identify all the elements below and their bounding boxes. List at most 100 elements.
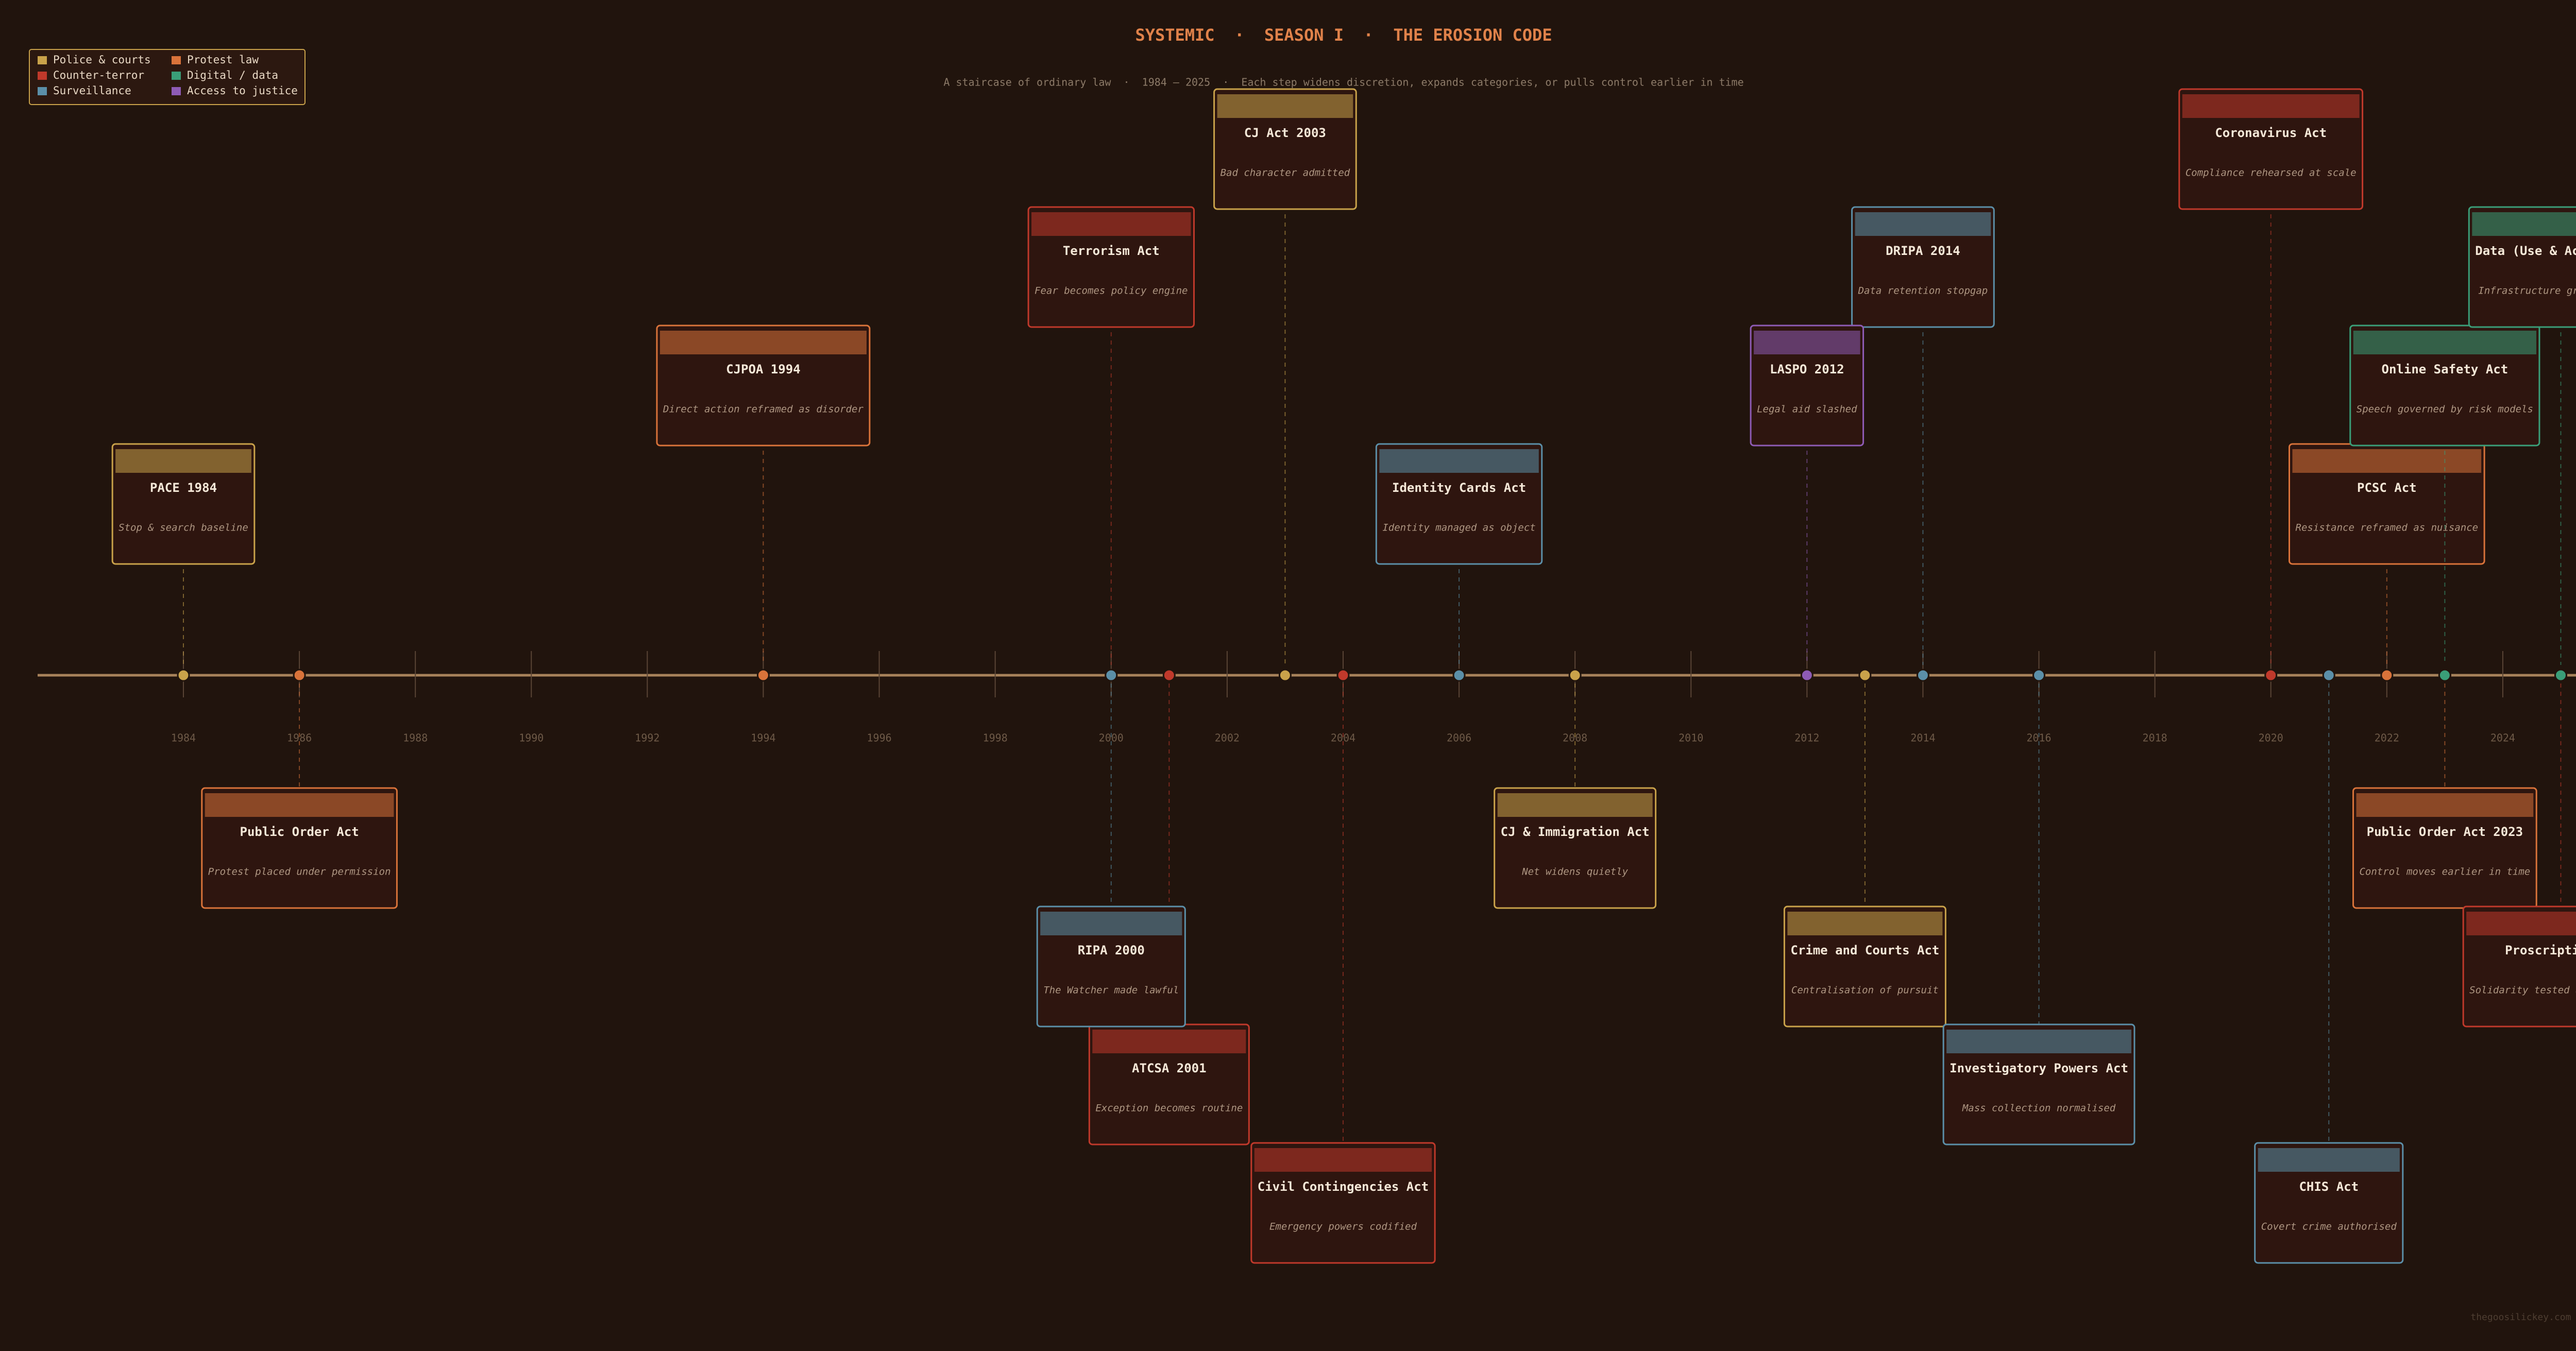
card-title: CJ Act 2003 — [1244, 126, 1326, 140]
card-title: Data (Use & Access) Act — [2475, 244, 2576, 258]
card-subtitle: Fear becomes policy engine — [1035, 285, 1188, 297]
card-title: ATCSA 2001 — [1132, 1061, 1207, 1075]
subtitle: A staircase of ordinary law · 1984 — 202… — [943, 76, 1743, 89]
event-card — [1213, 88, 1357, 210]
event-dot — [2380, 669, 2394, 682]
card-title: Civil Contingencies Act — [1258, 1179, 1429, 1194]
legend-swatch — [38, 56, 47, 64]
card-header — [2356, 793, 2534, 817]
event-dot — [1916, 669, 1929, 682]
card-title: PACE 1984 — [150, 481, 217, 495]
event-card — [2349, 324, 2540, 447]
event-dot — [1800, 669, 1814, 682]
card-subtitle: Identity managed as object — [1382, 522, 1535, 534]
event-card — [1027, 206, 1195, 328]
event-card — [1942, 1023, 2136, 1145]
event-card — [2468, 206, 2576, 328]
card-header — [660, 331, 867, 354]
card-header — [2472, 212, 2576, 236]
event-dot — [1336, 669, 1350, 682]
tick-label: 2010 — [1679, 732, 1703, 744]
event-card — [201, 787, 398, 909]
event-card — [1036, 905, 1186, 1028]
card-header — [1217, 94, 1353, 118]
card-title: Coronavirus Act — [2215, 126, 2327, 140]
card-header — [1497, 793, 1653, 817]
tick-label: 1988 — [403, 732, 428, 744]
tick-label: 1984 — [171, 732, 196, 744]
card-header — [1092, 1030, 1246, 1053]
card-subtitle: Exception becomes routine — [1095, 1103, 1243, 1114]
card-title: Public Order Act — [240, 825, 359, 839]
event-dot — [2554, 669, 2567, 682]
event-card — [2462, 905, 2576, 1028]
card-subtitle: Speech governed by risk models — [2357, 404, 2533, 415]
card-header — [205, 793, 394, 817]
card-subtitle: Direct action reframed as disorder — [663, 404, 863, 415]
event-card — [2178, 88, 2364, 210]
card-title: DRIPA 2014 — [1886, 244, 1960, 258]
card-subtitle: Control moves earlier in time — [2359, 866, 2530, 878]
legend-swatch — [172, 87, 181, 95]
card-subtitle: Centralisation of pursuit — [1791, 985, 1939, 996]
card-subtitle: Resistance reframed as nuisance — [2296, 522, 2479, 534]
event-card — [1375, 443, 1543, 565]
tick-label: 1998 — [983, 732, 1008, 744]
card-subtitle: Stop & search baseline — [118, 522, 248, 534]
legend-label: Digital / data — [187, 69, 278, 81]
event-dot — [2032, 669, 2046, 682]
tick-label: 1996 — [867, 732, 891, 744]
event-card — [2254, 1142, 2404, 1264]
card-subtitle: Net widens quietly — [1521, 866, 1628, 878]
tick-label: 2002 — [1215, 732, 1240, 744]
card-header — [2466, 912, 2576, 935]
legend-label: Counter-terror — [53, 69, 144, 81]
tick-label: 2012 — [1794, 732, 1819, 744]
card-header — [1254, 1148, 1432, 1172]
card-subtitle: Legal aid slashed — [1757, 404, 1857, 415]
event-dot — [2264, 669, 2278, 682]
card-header — [2353, 331, 2536, 354]
card-title: Crime and Courts Act — [1790, 943, 1939, 957]
legend-label: Access to justice — [187, 84, 298, 97]
card-title: Proscription SI — [2505, 943, 2576, 957]
card-header — [1787, 912, 1943, 935]
tick-label: 2006 — [1447, 732, 1471, 744]
legend-label: Police & courts — [53, 54, 151, 66]
card-subtitle: Mass collection normalised — [1962, 1103, 2116, 1114]
tick-label: 1994 — [751, 732, 775, 744]
event-dot — [756, 669, 770, 682]
event-dot — [1105, 669, 1118, 682]
card-subtitle: Covert crime authorised — [2261, 1221, 2397, 1233]
event-card — [111, 443, 256, 565]
event-dot — [1858, 669, 1872, 682]
card-header — [1754, 331, 1860, 354]
legend-swatch — [38, 72, 47, 80]
card-header — [1379, 449, 1539, 473]
event-dot — [1452, 669, 1466, 682]
card-header — [2292, 449, 2482, 473]
card-title: Public Order Act 2023 — [2367, 825, 2523, 839]
tick-label: 2020 — [2259, 732, 2283, 744]
card-header — [1040, 912, 1182, 935]
card-subtitle: Infrastructure grows quietly — [2478, 285, 2576, 297]
footer: thegoosilickey.com · The KeyMaker — [2470, 1312, 2576, 1323]
card-subtitle: Compliance rehearsed at scale — [2185, 167, 2357, 179]
event-dot — [1278, 669, 1292, 682]
tick-label: 2018 — [2143, 732, 2167, 744]
event-card — [1851, 206, 1995, 328]
card-title: RIPA 2000 — [1078, 943, 1145, 957]
card-header — [1031, 212, 1191, 236]
event-card — [1494, 787, 1657, 909]
event-dot — [177, 669, 190, 682]
event-card — [2352, 787, 2537, 909]
event-card — [656, 324, 871, 447]
card-header — [2258, 1148, 2400, 1172]
card-title: CJPOA 1994 — [726, 362, 801, 377]
legend-label: Protest law — [187, 54, 259, 66]
event-card — [1750, 324, 1865, 447]
card-title: PCSC Act — [2357, 481, 2417, 495]
card-title: Terrorism Act — [1063, 244, 1160, 258]
event-dot — [2438, 669, 2451, 682]
tick-label: 2022 — [2375, 732, 2399, 744]
